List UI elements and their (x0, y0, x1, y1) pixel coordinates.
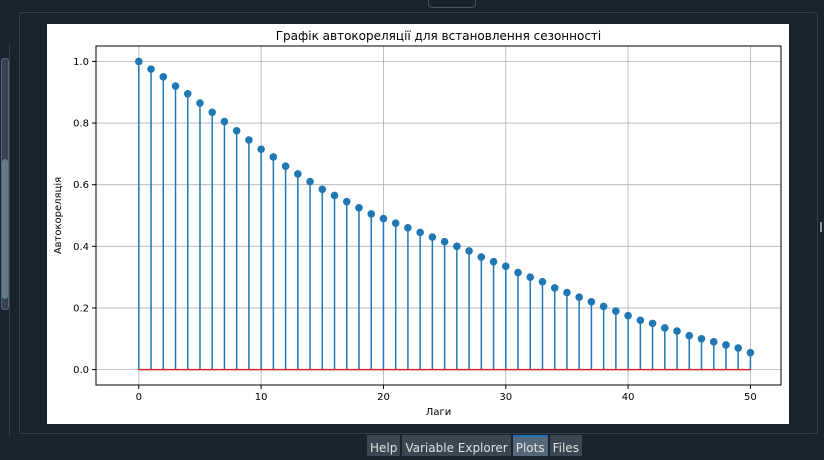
stem-marker (538, 277, 547, 286)
y-tick-label: 0.4 (73, 242, 89, 253)
x-tick-label: 20 (377, 392, 390, 403)
stem-marker (563, 288, 571, 297)
y-axis-label: Автокореляція (52, 177, 64, 254)
axis-ticks: 0 10 20 30 40 50 0.0 0.2 0.4 0.6 0.8 1.0 (73, 57, 757, 403)
x-tick-label: 50 (744, 392, 757, 403)
stem-marker (318, 185, 327, 194)
left-dock-edge (0, 44, 10, 436)
splitter-handle[interactable] (428, 0, 476, 8)
top-strip (0, 0, 824, 10)
stem-marker (550, 284, 559, 292)
x-tick-label: 40 (622, 392, 635, 403)
stem-marker (355, 203, 363, 212)
tab-help[interactable]: Help (367, 435, 401, 456)
plot-figure: 0 10 20 30 40 50 0.0 0.2 0.4 0.6 0.8 1.0 Графік авт… (47, 24, 789, 424)
stem-marker (257, 145, 265, 154)
stem-marker (404, 224, 412, 232)
stem-marker (599, 302, 608, 311)
stem-marker (489, 257, 498, 266)
x-tick-label: 10 (255, 392, 268, 403)
chart-title: Графік автокореляції для встановлення се… (276, 29, 602, 43)
stem-marker (367, 210, 376, 218)
stem-marker (306, 177, 314, 186)
tab-plots[interactable]: Plots (512, 435, 548, 456)
x-axis-label: Лаги (426, 407, 451, 418)
stem-marker (734, 344, 742, 352)
stem-marker (281, 162, 290, 170)
stem-marker (183, 89, 192, 98)
stem-marker (501, 262, 510, 271)
stem-marker (269, 153, 278, 161)
stem-marker (196, 99, 204, 107)
tab-files[interactable]: Files (549, 435, 582, 456)
stem-marker (685, 331, 694, 340)
stem-marker (220, 117, 229, 126)
stem-marker (514, 268, 522, 277)
stem-marker (612, 307, 620, 315)
stem-marker (587, 297, 596, 306)
left-scrollbar-thumb[interactable] (2, 159, 8, 299)
stem-marker (159, 73, 168, 81)
y-tick-label: 0.0 (73, 365, 89, 376)
stem-series (135, 57, 755, 371)
stem-marker (746, 348, 755, 357)
stem-marker (135, 57, 143, 66)
stem-marker (379, 214, 388, 223)
y-tick-label: 0.8 (73, 119, 89, 130)
x-tick-label: 0 (136, 392, 142, 403)
dock-tab-bar: Help Variable Explorer Plots Files (367, 435, 582, 456)
autocorrelation-chart: 0 10 20 30 40 50 0.0 0.2 0.4 0.6 0.8 1.0 Графік авт… (47, 24, 789, 424)
stem-marker (648, 319, 657, 328)
stem-marker (245, 136, 253, 144)
stem-marker (660, 324, 669, 332)
axes-frame (95, 45, 782, 386)
stem-marker (477, 253, 486, 261)
stem-marker (453, 242, 461, 251)
stem-marker (624, 311, 632, 320)
stem-marker (147, 65, 155, 73)
left-scrollbar[interactable] (1, 58, 9, 310)
right-splitter-handle[interactable] (820, 222, 822, 232)
x-tick-label: 30 (499, 392, 512, 403)
stem-marker (575, 293, 583, 301)
stem-marker (330, 191, 339, 200)
stem-marker (636, 316, 645, 325)
stem-marker (294, 170, 302, 178)
stem-marker (722, 341, 730, 349)
y-tick-label: 0.6 (73, 180, 89, 191)
y-tick-label: 1.0 (73, 57, 89, 68)
stem-marker (709, 338, 718, 346)
stem-marker (342, 197, 351, 206)
stem-marker (697, 334, 706, 343)
stem-marker (673, 327, 681, 335)
stem-marker (526, 273, 535, 281)
stem-marker (416, 228, 424, 237)
tab-variable-explorer[interactable]: Variable Explorer (402, 435, 511, 456)
stem-marker (465, 247, 473, 255)
stem-marker (232, 126, 241, 135)
y-tick-label: 0.2 (73, 303, 89, 314)
stem-marker (440, 237, 449, 246)
stem-marker (428, 233, 437, 241)
stem-marker (208, 108, 217, 117)
stem-marker (171, 82, 180, 90)
stem-marker (391, 219, 400, 228)
